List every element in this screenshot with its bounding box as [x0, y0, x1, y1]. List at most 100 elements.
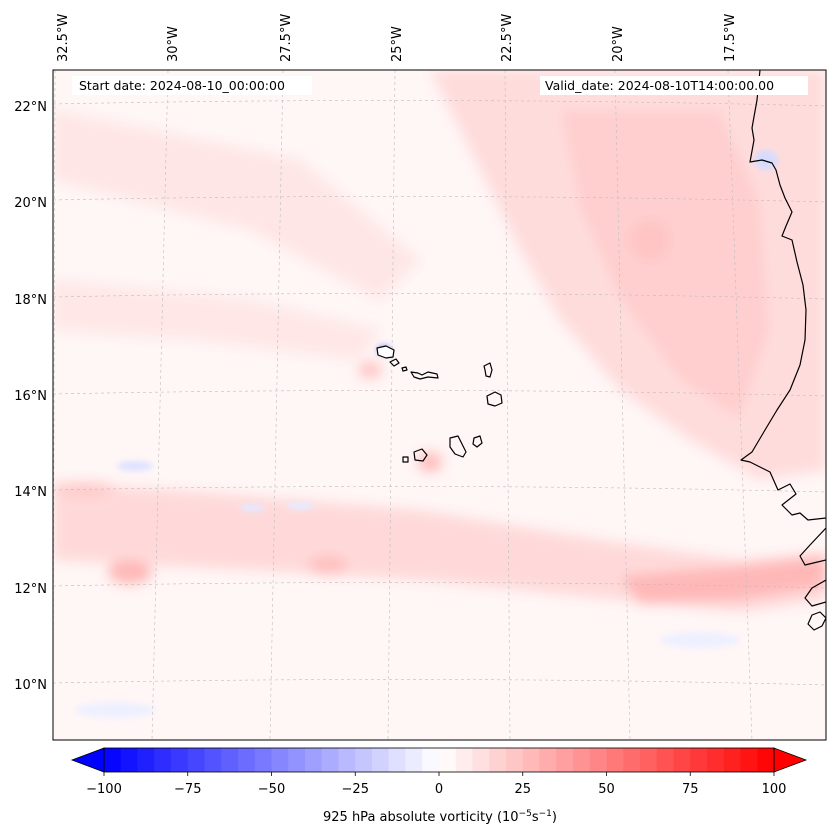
colorbar-segment	[522, 748, 541, 772]
africa-coastline	[740, 70, 826, 521]
colorbar-arrow-right	[773, 747, 808, 773]
lat-label: 20°N	[14, 196, 47, 211]
colorbar-tick-label: −75	[174, 782, 201, 797]
bissagos-coastline	[804, 579, 826, 631]
colorbar-arrow-left	[70, 747, 105, 773]
colorbar-tick-label: 100	[762, 782, 787, 797]
colorbar-segment	[589, 748, 608, 772]
island-fogo	[413, 448, 428, 462]
island-brava	[402, 456, 409, 463]
colorbar-segment	[573, 748, 591, 772]
colorbar-segment	[606, 748, 624, 772]
colorbar-segment	[120, 748, 139, 772]
parallel-14n	[53, 486, 826, 493]
lat-label: 16°N	[14, 389, 47, 404]
colorbar-segment	[372, 748, 390, 772]
colorbar-segment	[422, 748, 440, 772]
lon-label: 22.5°W	[500, 14, 515, 62]
colorbar-segment	[388, 748, 407, 772]
island-sal	[483, 362, 493, 378]
island-santo-antao	[376, 345, 395, 359]
vorticity-negative-blob	[286, 502, 314, 510]
colorbar-label: 925 hPa absolute vorticity (10−5s−1)	[323, 809, 557, 825]
meridian-20w	[614, 70, 631, 740]
vorticity-positive-region	[560, 110, 770, 420]
colorbar-segment	[757, 748, 775, 772]
island-santa-luzia	[401, 366, 408, 372]
colorbar-tick-label: −50	[258, 782, 285, 797]
colorbar-segment	[640, 748, 658, 772]
lat-label: 12°N	[14, 582, 47, 597]
map-frame	[52, 69, 827, 741]
colorbar-segment	[707, 748, 725, 772]
colorbar-segment	[472, 748, 490, 772]
vorticity-negative-blob	[660, 632, 740, 648]
meridian-25w	[387, 70, 396, 740]
vorticity-negative-blob	[117, 461, 153, 471]
colorbar-segment	[673, 748, 691, 772]
vorticity-negative-blob	[75, 702, 155, 718]
longitude-labels: 32.5°W 30°W 27.5°W 25°W 22.5°W 20°W 17.5…	[56, 14, 738, 62]
vorticity-positive-band	[620, 556, 826, 604]
colorbar-segment	[690, 748, 708, 772]
vorticity-positive-blob	[630, 220, 670, 260]
parallel-16n	[53, 390, 826, 397]
lon-label: 20°W	[611, 26, 626, 62]
colorbar-segment	[171, 748, 189, 772]
parallel-12n	[53, 582, 826, 589]
valid-date-label: Valid_date: 2024-08-10T14:00:00.00	[545, 78, 774, 93]
colorbar-segment	[455, 748, 474, 772]
vorticity-negative-blob	[240, 504, 264, 512]
colorbar-tick-label: 75	[682, 782, 699, 797]
vorticity-positive-blob	[308, 555, 348, 575]
parallel-22n	[53, 100, 826, 107]
colorbar-segment	[137, 748, 155, 772]
parallel-20n	[53, 196, 826, 203]
vorticity-positive-region	[53, 110, 420, 300]
colorbar-segment	[204, 748, 222, 772]
colorbar-segment	[623, 748, 641, 772]
colorbar-segment	[556, 748, 574, 772]
lon-label: 32.5°W	[56, 14, 71, 62]
lat-label: 18°N	[14, 293, 47, 308]
start-date-box	[72, 76, 312, 95]
colorbar-segment	[338, 748, 356, 772]
colorbar-tick-label: −25	[342, 782, 369, 797]
island-santiago	[449, 435, 467, 458]
start-date-label: Start date: 2024-08-10_00:00:00	[79, 78, 285, 93]
vorticity-negative-blob	[754, 150, 778, 170]
lon-label: 25°W	[390, 26, 405, 62]
island-sao-vicente	[389, 358, 400, 367]
parallel-10n	[53, 679, 826, 686]
vorticity-field	[53, 70, 826, 612]
coastlines	[376, 70, 826, 631]
valid-date-box	[540, 76, 808, 95]
vorticity-positive-blob	[108, 560, 152, 584]
map-panel: Start date: 2024-08-10_00:00:00 Valid_da…	[53, 70, 826, 740]
lat-label: 14°N	[14, 485, 47, 500]
colorbar-segment	[187, 748, 206, 772]
parallel-18n	[53, 293, 826, 300]
colorbar-segment	[104, 748, 122, 772]
island-boa-vista	[486, 391, 503, 407]
africa-coastline-south	[799, 527, 826, 566]
colorbar-segment	[489, 748, 507, 772]
colorbar-segment	[355, 748, 373, 772]
colorbar-tick-label: 25	[514, 782, 531, 797]
colorbar-segment	[723, 748, 742, 772]
gridlines	[53, 70, 826, 740]
colorbar-segments	[104, 748, 775, 772]
colorbar-segment	[238, 748, 256, 772]
island-maio	[472, 435, 483, 448]
colorbar-segment	[740, 748, 758, 772]
colorbar-segment	[656, 748, 675, 772]
colorbar-segment	[221, 748, 239, 772]
meridian-22-5w	[504, 70, 511, 740]
island-sao-nicolau	[410, 371, 439, 380]
colorbar-segment	[254, 748, 273, 772]
lon-label: 17.5°W	[723, 14, 738, 62]
latitude-labels: 22°N 20°N 18°N 16°N 14°N 12°N 10°N	[14, 100, 47, 693]
lat-label: 22°N	[14, 100, 47, 115]
colorbar-segment	[506, 748, 524, 772]
